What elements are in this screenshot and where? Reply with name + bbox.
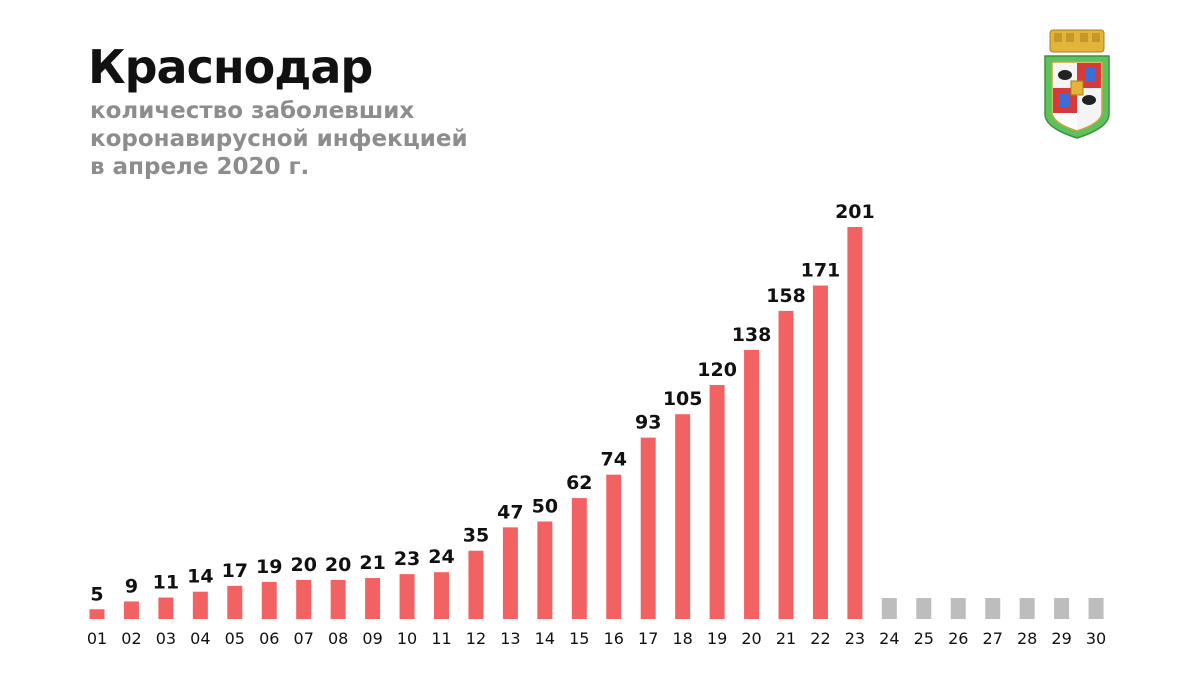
bar-11	[434, 572, 449, 619]
bar-16	[606, 474, 622, 619]
x-tick-label-23: 23	[845, 629, 865, 648]
value-label-15: 62	[566, 472, 592, 494]
bar-14	[537, 521, 553, 619]
x-tick-label-11: 11	[431, 629, 451, 648]
value-label-10: 23	[394, 548, 420, 570]
x-tick-label-01: 01	[87, 629, 107, 648]
x-tick-label-16: 16	[604, 629, 624, 648]
value-label-04: 14	[187, 566, 213, 588]
x-tick-label-27: 27	[983, 629, 1003, 648]
bar-06	[261, 581, 277, 619]
x-tick-label-08: 08	[328, 629, 348, 648]
bar-04	[192, 591, 208, 619]
bar-17	[640, 437, 656, 619]
value-label-06: 19	[256, 556, 282, 578]
bar-15	[571, 498, 587, 619]
x-tick-label-04: 04	[190, 629, 210, 648]
value-label-02: 9	[125, 575, 138, 597]
bar-01	[89, 609, 105, 619]
bars-group	[89, 227, 1104, 619]
x-tick-label-19: 19	[707, 629, 727, 648]
value-label-16: 74	[601, 449, 627, 471]
value-label-14: 50	[532, 495, 558, 517]
subtitle-line-3: в апреле 2020 г.	[90, 154, 310, 180]
x-tick-label-02: 02	[121, 629, 141, 648]
bar-10	[399, 574, 415, 619]
value-label-01: 5	[90, 583, 103, 605]
x-tick-labels-group: 01 02 03 04 05 06 07 08 09 10 11 12 13 14 15 16 17 18 19 20…	[87, 629, 1106, 648]
krasnodar-coat-of-arms-icon	[1044, 29, 1110, 139]
x-tick-label-10: 10	[397, 629, 417, 648]
value-label-19: 120	[697, 359, 737, 381]
bar-empty-29	[1054, 598, 1070, 619]
value-label-08: 20	[325, 554, 351, 576]
x-tick-label-07: 07	[294, 629, 314, 648]
value-label-21: 158	[766, 285, 806, 307]
bar-23	[847, 227, 863, 619]
value-label-13: 47	[497, 501, 523, 523]
bar-empty-27	[985, 598, 1001, 619]
value-label-20: 138	[732, 324, 772, 346]
bar-05	[227, 585, 243, 619]
x-tick-label-13: 13	[500, 629, 520, 648]
x-tick-label-09: 09	[362, 629, 382, 648]
x-tick-label-28: 28	[1017, 629, 1037, 648]
bar-empty-30	[1088, 598, 1104, 619]
bar-20	[744, 349, 760, 619]
bar-13	[502, 527, 518, 619]
bar-08	[330, 580, 346, 619]
bar-12	[468, 550, 484, 619]
x-tick-label-24: 24	[879, 629, 899, 648]
x-tick-label-22: 22	[810, 629, 830, 648]
bar-22	[812, 285, 828, 619]
x-tick-label-03: 03	[156, 629, 176, 648]
bar-empty-24	[881, 598, 897, 619]
value-label-22: 171	[801, 260, 841, 282]
x-tick-label-26: 26	[948, 629, 968, 648]
chart-title: Краснодар	[88, 40, 373, 94]
subtitle-line-2: коронавирусной инфекцией	[90, 126, 468, 152]
x-tick-label-17: 17	[638, 629, 658, 648]
value-label-23: 201	[835, 201, 875, 223]
value-label-17: 93	[635, 412, 661, 434]
bar-empty-26	[950, 598, 966, 619]
bar-18	[675, 414, 691, 619]
bar-21	[778, 310, 794, 619]
x-tick-label-15: 15	[569, 629, 589, 648]
bar-03	[158, 597, 174, 619]
value-label-18: 105	[663, 388, 703, 410]
x-tick-label-14: 14	[535, 629, 555, 648]
x-tick-label-30: 30	[1086, 629, 1106, 648]
bar-empty-25	[916, 598, 932, 619]
value-label-07: 20	[290, 554, 316, 576]
bar-empty-28	[1019, 598, 1035, 619]
x-tick-label-25: 25	[914, 629, 934, 648]
x-tick-label-12: 12	[466, 629, 486, 648]
value-label-03: 11	[153, 572, 179, 594]
value-label-12: 35	[463, 525, 489, 547]
subtitle-line-1: количество заболевших	[90, 98, 415, 124]
x-tick-label-06: 06	[259, 629, 279, 648]
x-tick-label-18: 18	[672, 629, 692, 648]
x-tick-label-20: 20	[741, 629, 761, 648]
bar-19	[709, 384, 725, 619]
x-tick-label-05: 05	[225, 629, 245, 648]
chart-subtitle: количество заболевших коронавирусной инф…	[90, 97, 550, 181]
x-tick-label-29: 29	[1051, 629, 1071, 648]
x-tick-label-21: 21	[776, 629, 796, 648]
bar-09	[365, 578, 381, 619]
value-label-11: 24	[428, 546, 454, 568]
value-label-09: 21	[359, 552, 385, 574]
bar-07	[296, 580, 312, 619]
bar-02	[123, 601, 139, 619]
value-label-05: 17	[222, 560, 248, 582]
